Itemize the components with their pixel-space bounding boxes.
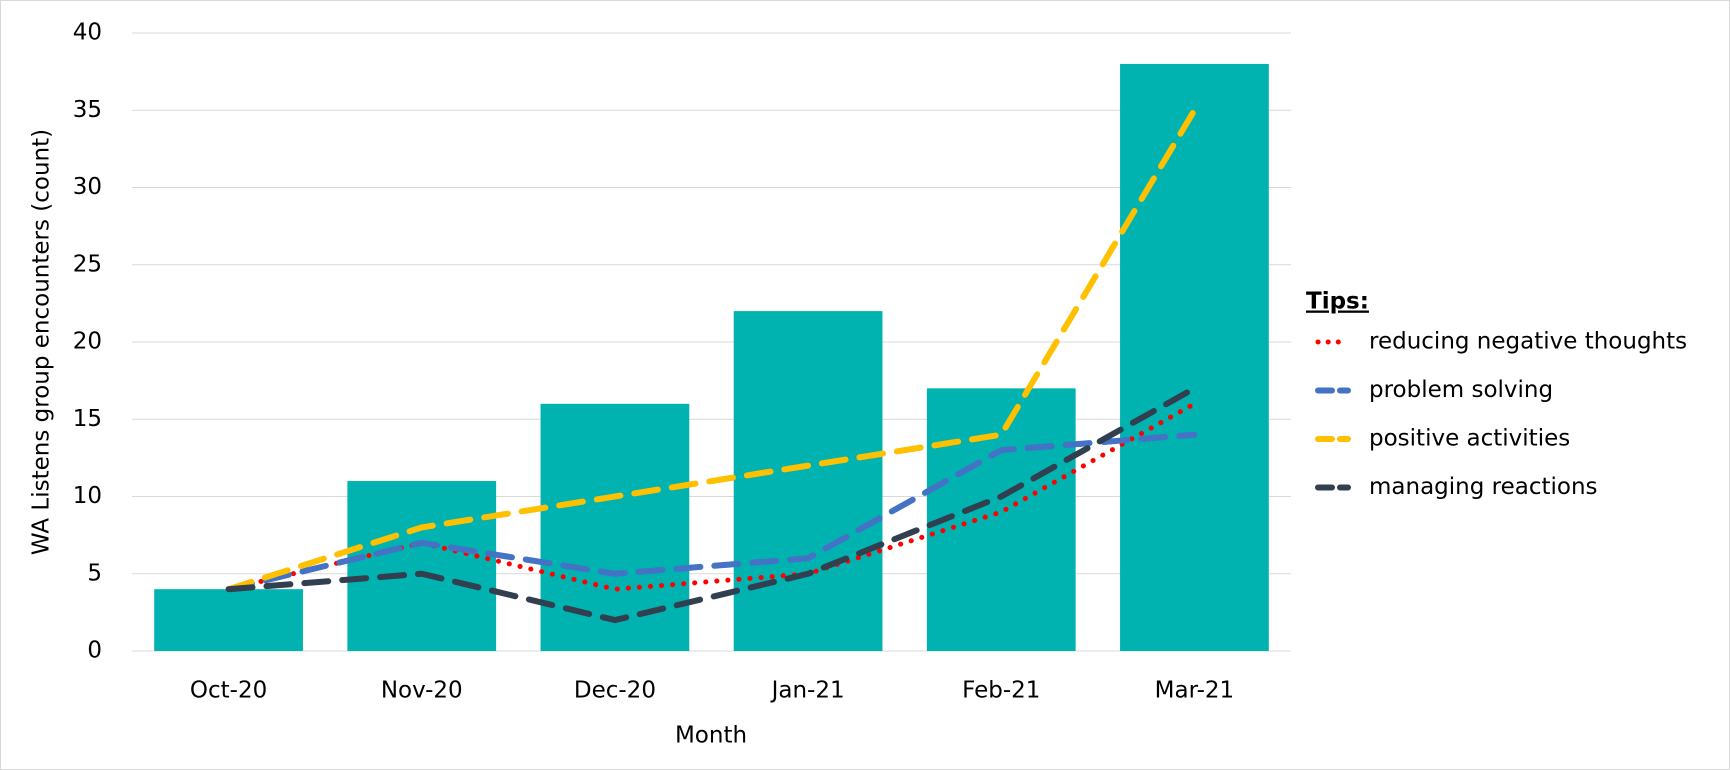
y-tick-label: 15 bbox=[73, 406, 102, 432]
legend-label: reducing negative thoughts bbox=[1369, 329, 1687, 355]
line-series bbox=[225, 107, 1198, 593]
x-tick-label: Oct-20 bbox=[190, 678, 267, 704]
x-axis-title: Month bbox=[675, 723, 747, 749]
bar bbox=[540, 403, 690, 651]
y-tick-label: 30 bbox=[73, 174, 102, 200]
x-tick-label: Mar-21 bbox=[1155, 678, 1235, 704]
y-tick-label: 5 bbox=[87, 560, 102, 586]
y-tick-label: 20 bbox=[73, 329, 102, 355]
legend-label: managing reactions bbox=[1369, 474, 1598, 500]
y-tick-label: 35 bbox=[73, 97, 102, 123]
y-axis-title: WA Listens group encounters (count) bbox=[29, 129, 55, 555]
y-tick-label: 25 bbox=[73, 251, 102, 277]
line-series bbox=[225, 431, 1198, 593]
y-tick-label: 10 bbox=[73, 483, 102, 509]
legend-title: Tips: bbox=[1306, 289, 1369, 315]
x-tick-label: Nov-20 bbox=[381, 678, 463, 704]
x-tick-label: Feb-21 bbox=[962, 678, 1040, 704]
x-tick-label: Jan-21 bbox=[770, 678, 845, 704]
legend-label: positive activities bbox=[1369, 426, 1570, 452]
bar bbox=[154, 589, 303, 651]
x-tick-label: Dec-20 bbox=[574, 678, 656, 704]
bar bbox=[1120, 63, 1269, 651]
bar bbox=[733, 311, 883, 651]
bar bbox=[926, 388, 1076, 651]
y-tick-label: 40 bbox=[73, 20, 102, 46]
bar bbox=[347, 481, 497, 651]
y-tick-label: 0 bbox=[87, 638, 102, 664]
line-series bbox=[225, 385, 1198, 624]
legend-label: problem solving bbox=[1369, 377, 1553, 403]
